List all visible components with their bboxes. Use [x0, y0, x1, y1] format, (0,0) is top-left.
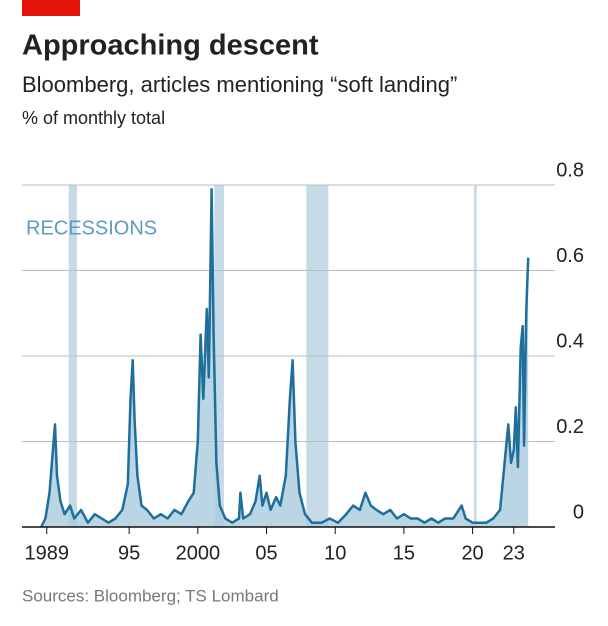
x-tick-label: 20 — [461, 542, 483, 564]
x-tick-label: 05 — [255, 542, 277, 564]
plot: 0 0.2 0.4 0.6 0.8 1989 95 2000 05 10 15 20 23 — [22, 159, 584, 564]
y-tick-label: 0.2 — [556, 416, 584, 438]
chart-title: Approaching descent — [22, 30, 319, 62]
chart-subtitle: Bloomberg, articles mentioning “soft lan… — [22, 72, 457, 97]
x-tick-label: 23 — [503, 542, 525, 564]
line — [40, 188, 530, 528]
x-tick-label: 2000 — [176, 542, 221, 564]
x-tick-label: 95 — [118, 542, 140, 564]
y-tick-label: 0 — [573, 501, 584, 523]
source: Sources: Bloomberg; TS Lombard — [22, 586, 279, 605]
x-tick-label: 1989 — [24, 542, 69, 564]
annotation: RECESSIONS — [26, 217, 157, 239]
y-tick-label: 0.6 — [556, 245, 584, 267]
y-tick-label: 0.4 — [556, 330, 584, 352]
brand-bar — [22, 0, 80, 16]
y-tick-label: 0.8 — [556, 159, 584, 181]
x-tick-label: 15 — [393, 542, 415, 564]
y-axis-label: % of monthly total — [22, 108, 165, 128]
x-tick-label: 10 — [324, 542, 346, 564]
